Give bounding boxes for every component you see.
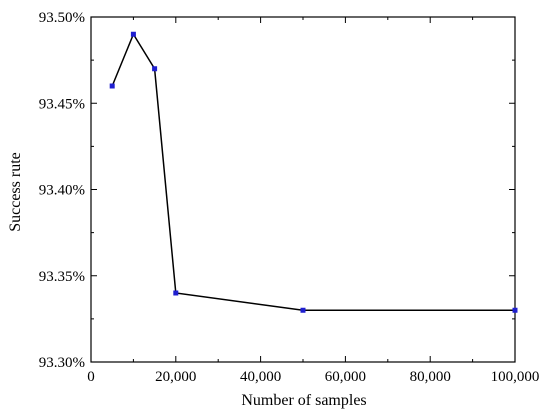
series-line <box>111 32 515 311</box>
y-tick-label: 93.50% <box>39 10 85 26</box>
data-point-marker <box>152 66 158 72</box>
series-lines <box>111 32 515 311</box>
y-axis-label: Success rute <box>7 152 24 232</box>
x-tick-label: 100,000 <box>491 369 540 385</box>
data-point-marker <box>300 307 306 313</box>
series-markers <box>109 31 518 313</box>
data-point-marker <box>512 307 518 313</box>
y-tick-label: 93.40% <box>39 183 85 199</box>
x-tick-label: 40,000 <box>240 369 281 385</box>
x-tick-label: 0 <box>87 369 95 385</box>
y-axis-ticks: 93.30% 93.35% 93.40% 93.45% 93.50% <box>39 10 515 371</box>
x-tick-label: 20,000 <box>155 369 196 385</box>
data-point-marker <box>109 83 115 89</box>
x-axis-ticks: 0 20,000 40,000 60,000 80,000 100,000 <box>87 17 539 385</box>
y-tick-label: 93.35% <box>39 269 85 285</box>
y-tick-label: 93.45% <box>39 96 85 112</box>
y-tick-label: 93.30% <box>39 355 85 371</box>
x-axis-label: Number of samples <box>241 392 366 409</box>
data-point-marker <box>173 290 179 296</box>
x-tick-label: 80,000 <box>410 369 451 385</box>
data-point-marker <box>130 31 136 37</box>
x-tick-label: 60,000 <box>325 369 366 385</box>
